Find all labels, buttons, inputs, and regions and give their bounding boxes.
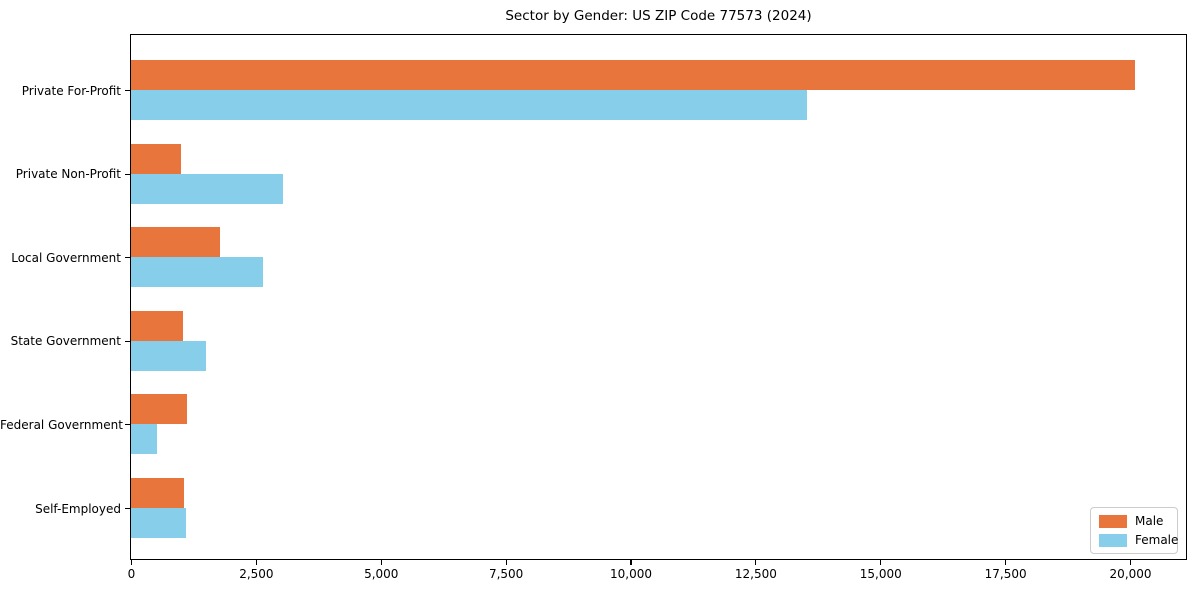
legend-label-female: Female <box>1135 533 1179 547</box>
x-tick-mark <box>1129 560 1132 565</box>
x-tick-label: 10,000 <box>610 567 653 581</box>
legend-item-male: Male <box>1099 514 1169 528</box>
x-tick-mark <box>505 560 507 565</box>
x-tick-label: 2,500 <box>239 567 274 581</box>
plot-area <box>130 34 1187 560</box>
legend-label-male: Male <box>1135 514 1164 528</box>
bar-female-1 <box>131 90 807 120</box>
x-tick-mark <box>1005 560 1007 565</box>
legend: Male Female <box>1090 507 1178 554</box>
bar-female-6 <box>131 508 186 538</box>
bar-male-6 <box>131 478 184 508</box>
x-tick-mark <box>755 560 757 565</box>
y-tick-label: Local Government <box>11 250 121 265</box>
bar-female-3 <box>131 257 263 288</box>
male-swatch <box>1099 514 1127 528</box>
x-tick-mark <box>380 560 382 565</box>
x-tick-label: 15,000 <box>859 567 902 581</box>
y-tick-mark <box>125 173 130 175</box>
x-tick-mark <box>130 560 133 565</box>
x-tick-mark <box>255 560 257 565</box>
y-tick-mark <box>125 507 130 510</box>
bar-male-3 <box>131 227 220 258</box>
y-tick-label: Private For-Profit <box>21 83 121 98</box>
x-tick-label: 17,500 <box>984 567 1027 581</box>
x-tick-mark <box>630 560 632 565</box>
bar-male-4 <box>131 310 183 341</box>
x-tick-label: 7,500 <box>488 567 524 581</box>
bar-male-1 <box>131 60 1136 90</box>
x-tick-mark <box>880 560 882 565</box>
bar-male-5 <box>131 394 187 425</box>
y-tick-label: State Government <box>10 334 121 349</box>
bar-male-2 <box>131 143 181 174</box>
y-tick-mark <box>125 89 130 92</box>
legend-item-female: Female <box>1099 533 1178 547</box>
x-tick-label: 5,000 <box>364 567 399 581</box>
y-tick-label: Federal Government <box>0 417 123 432</box>
y-tick-label: Self-Employed <box>35 501 121 516</box>
x-tick-label: 0 <box>127 567 136 581</box>
y-tick-mark <box>125 340 130 342</box>
chart-title: Sector by Gender: US ZIP Code 77573 (202… <box>505 8 812 24</box>
bar-female-5 <box>131 424 157 455</box>
x-tick-label: 12,500 <box>734 567 777 581</box>
y-tick-mark <box>125 257 130 259</box>
y-tick-label: Private Non-Profit <box>15 167 121 182</box>
female-swatch <box>1099 533 1127 547</box>
x-tick-label: 20,000 <box>1109 567 1152 581</box>
bar-female-2 <box>131 173 283 204</box>
bar-female-4 <box>131 340 206 371</box>
y-tick-mark <box>125 424 130 426</box>
